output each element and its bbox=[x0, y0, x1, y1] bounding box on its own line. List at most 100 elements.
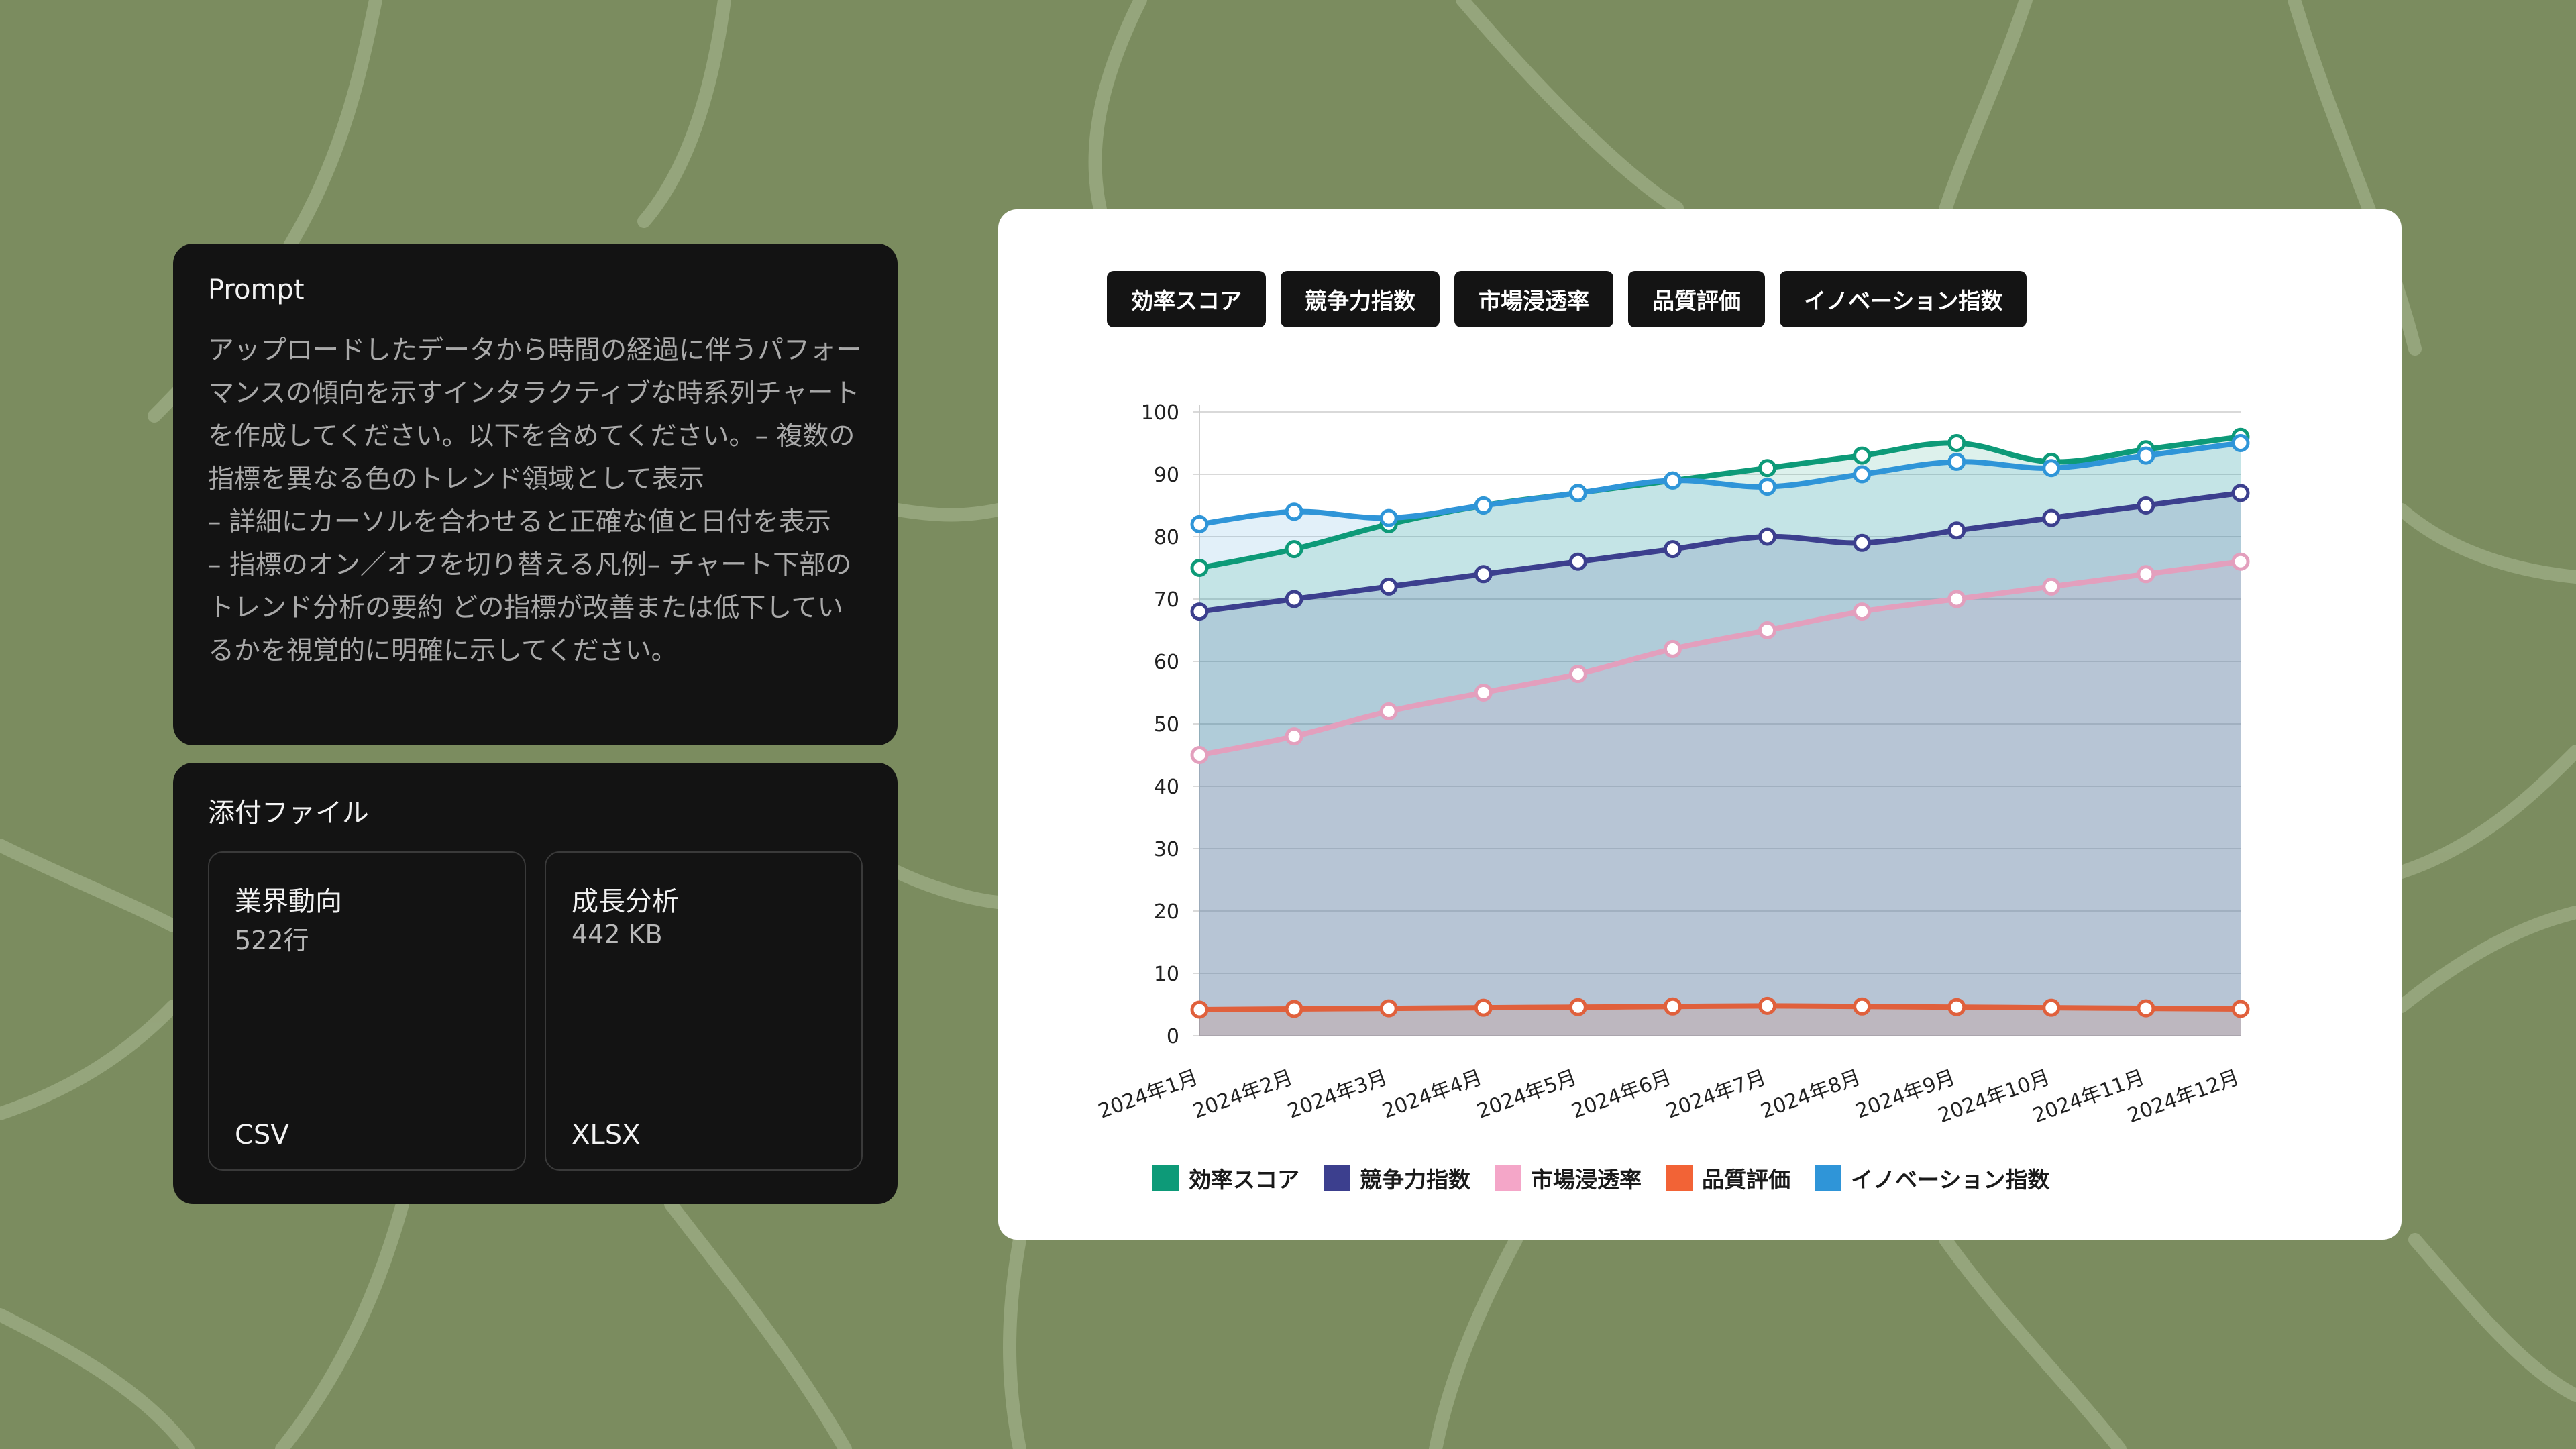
toggle-innovation-index[interactable]: イノベーション指数 bbox=[1780, 271, 2027, 327]
area-innovation-index bbox=[1199, 443, 2241, 1036]
legend-item-quality-rating[interactable]: 品質評価 bbox=[1666, 1162, 1790, 1194]
point-innovation-index bbox=[2137, 446, 2155, 465]
prompt-text: アップロードしたデータから時間の経過に伴うパフォーマンスの傾向を示すインタラクテ… bbox=[208, 335, 863, 666]
point-competitiveness-index bbox=[1568, 552, 1587, 571]
point-competitiveness-index bbox=[1190, 602, 1209, 621]
file-meta: 522行 bbox=[235, 926, 309, 955]
y-tick-label: 80 bbox=[1154, 526, 1179, 549]
legend-label: 競争力指数 bbox=[1360, 1167, 1470, 1193]
point-market-penetration bbox=[1947, 590, 1966, 608]
point-market-penetration bbox=[2137, 565, 2155, 584]
file-name: 成長分析 bbox=[572, 886, 679, 917]
file-card-industry-trends[interactable]: 業界動向 522行 CSV bbox=[208, 851, 526, 1171]
y-tick-label: 40 bbox=[1154, 775, 1179, 799]
chart-legend: 効率スコア 競争力指数 市場浸透率 品質評価 イノベーション指数 bbox=[1152, 1162, 2049, 1194]
y-tick-label: 70 bbox=[1154, 588, 1179, 612]
x-tick-label: 2024年2月 bbox=[1190, 1066, 1296, 1124]
point-innovation-index bbox=[1853, 465, 1872, 484]
point-quality-rating bbox=[2137, 999, 2155, 1018]
point-market-penetration bbox=[2042, 577, 2061, 596]
legend-swatch bbox=[1495, 1165, 1521, 1191]
attachments-title: 添付ファイル bbox=[208, 798, 369, 828]
point-quality-rating bbox=[1663, 997, 1682, 1016]
point-competitiveness-index bbox=[1474, 565, 1493, 584]
point-innovation-index bbox=[1947, 452, 1966, 471]
legend-swatch bbox=[1324, 1165, 1350, 1191]
point-quality-rating bbox=[1285, 1000, 1303, 1018]
point-competitiveness-index bbox=[2137, 496, 2155, 515]
point-innovation-index bbox=[1758, 478, 1777, 496]
point-quality-rating bbox=[1853, 997, 1872, 1016]
point-competitiveness-index bbox=[1379, 577, 1398, 596]
legend-swatch bbox=[1815, 1165, 1841, 1191]
point-competitiveness-index bbox=[1758, 527, 1777, 546]
metric-toggle-row: 効率スコア 競争力指数 市場浸透率 品質評価 イノベーション指数 bbox=[1107, 271, 2027, 327]
point-innovation-index bbox=[1285, 502, 1303, 521]
file-card-growth-analysis[interactable]: 成長分析 442 KB XLSX bbox=[545, 851, 863, 1171]
legend-item-innovation-index[interactable]: イノベーション指数 bbox=[1815, 1162, 2049, 1194]
point-efficiency-score bbox=[1947, 434, 1966, 452]
x-tick-label: 2024年6月 bbox=[1568, 1066, 1674, 1124]
point-efficiency-score bbox=[1285, 540, 1303, 559]
area-market-penetration bbox=[1199, 561, 2241, 1036]
chart-card: 0 10 20 30 40 50 60 70 80 90 100 2024年1月 2024年2月 2024… bbox=[998, 209, 2402, 1240]
x-tick-label: 2024年1月 bbox=[1095, 1066, 1201, 1124]
legend-item-market-penetration[interactable]: 市場浸透率 bbox=[1495, 1162, 1642, 1194]
toggle-quality-rating[interactable]: 品質評価 bbox=[1628, 271, 1765, 327]
toggle-competitiveness-index[interactable]: 競争力指数 bbox=[1281, 271, 1440, 327]
point-innovation-index bbox=[1190, 515, 1209, 533]
toggle-efficiency-score[interactable]: 効率スコア bbox=[1107, 271, 1266, 327]
point-competitiveness-index bbox=[2231, 484, 2250, 502]
y-tick-label: 10 bbox=[1154, 963, 1179, 986]
point-innovation-index bbox=[1474, 496, 1493, 515]
point-innovation-index bbox=[2042, 459, 2061, 478]
y-tick-label: 0 bbox=[1167, 1025, 1179, 1049]
y-tick-label: 100 bbox=[1141, 401, 1179, 425]
point-quality-rating bbox=[1379, 999, 1398, 1018]
x-tick-label: 2024年4月 bbox=[1379, 1066, 1485, 1124]
point-market-penetration bbox=[1853, 602, 1872, 621]
line-innovation-index bbox=[1199, 440, 2241, 527]
point-market-penetration bbox=[1190, 746, 1209, 764]
point-efficiency-score bbox=[1853, 446, 1872, 465]
y-tick-label: 60 bbox=[1154, 651, 1179, 674]
point-market-penetration bbox=[2231, 552, 2250, 571]
x-tick-label: 2024年3月 bbox=[1285, 1066, 1391, 1124]
file-name: 業界動向 bbox=[235, 886, 342, 917]
legend-swatch bbox=[1666, 1165, 1693, 1191]
point-market-penetration bbox=[1379, 702, 1398, 720]
legend-item-competitiveness-index[interactable]: 競争力指数 bbox=[1324, 1162, 1470, 1194]
legend-label: 効率スコア bbox=[1189, 1167, 1299, 1193]
x-tick-label: 2024年7月 bbox=[1663, 1066, 1769, 1124]
attachments-panel: 添付ファイル 業界動向 522行 CSV 成長分析 442 KB XLSX bbox=[173, 763, 898, 1204]
point-innovation-index bbox=[1663, 471, 1682, 490]
area-efficiency-score bbox=[1199, 437, 2241, 1036]
point-quality-rating bbox=[2042, 998, 2061, 1017]
point-quality-rating bbox=[1947, 998, 1966, 1016]
legend-label: 市場浸透率 bbox=[1531, 1167, 1642, 1193]
point-market-penetration bbox=[1663, 639, 1682, 658]
x-tick-label: 2024年8月 bbox=[1758, 1066, 1864, 1124]
legend-item-efficiency-score[interactable]: 効率スコア bbox=[1152, 1162, 1299, 1194]
y-tick-label: 90 bbox=[1154, 464, 1179, 487]
y-tick-label: 30 bbox=[1154, 838, 1179, 861]
line-quality-rating bbox=[1199, 1003, 2241, 1012]
point-quality-rating bbox=[1568, 998, 1587, 1016]
legend-swatch bbox=[1152, 1165, 1179, 1191]
point-quality-rating bbox=[1758, 996, 1777, 1015]
point-market-penetration bbox=[1568, 665, 1587, 684]
prompt-panel: Prompt アップロードしたデータから時間の経過に伴うパフォーマンスの傾向を示… bbox=[173, 244, 898, 745]
chart-svg: 01020304050607080901002024年1月2024年2月2024… bbox=[1095, 401, 2250, 1128]
point-efficiency-score bbox=[1190, 559, 1209, 577]
area-quality-rating bbox=[1199, 1006, 2241, 1036]
point-innovation-index bbox=[1568, 484, 1587, 502]
y-tick-label: 20 bbox=[1154, 900, 1179, 924]
prompt-title: Prompt bbox=[208, 274, 305, 305]
legend-label: 品質評価 bbox=[1702, 1167, 1790, 1193]
x-tick-label: 2024年5月 bbox=[1474, 1066, 1580, 1124]
legend-label: イノベーション指数 bbox=[1851, 1167, 2050, 1193]
point-competitiveness-index bbox=[1947, 521, 1966, 540]
toggle-market-penetration[interactable]: 市場浸透率 bbox=[1454, 271, 1613, 327]
file-type: CSV bbox=[235, 1120, 289, 1150]
